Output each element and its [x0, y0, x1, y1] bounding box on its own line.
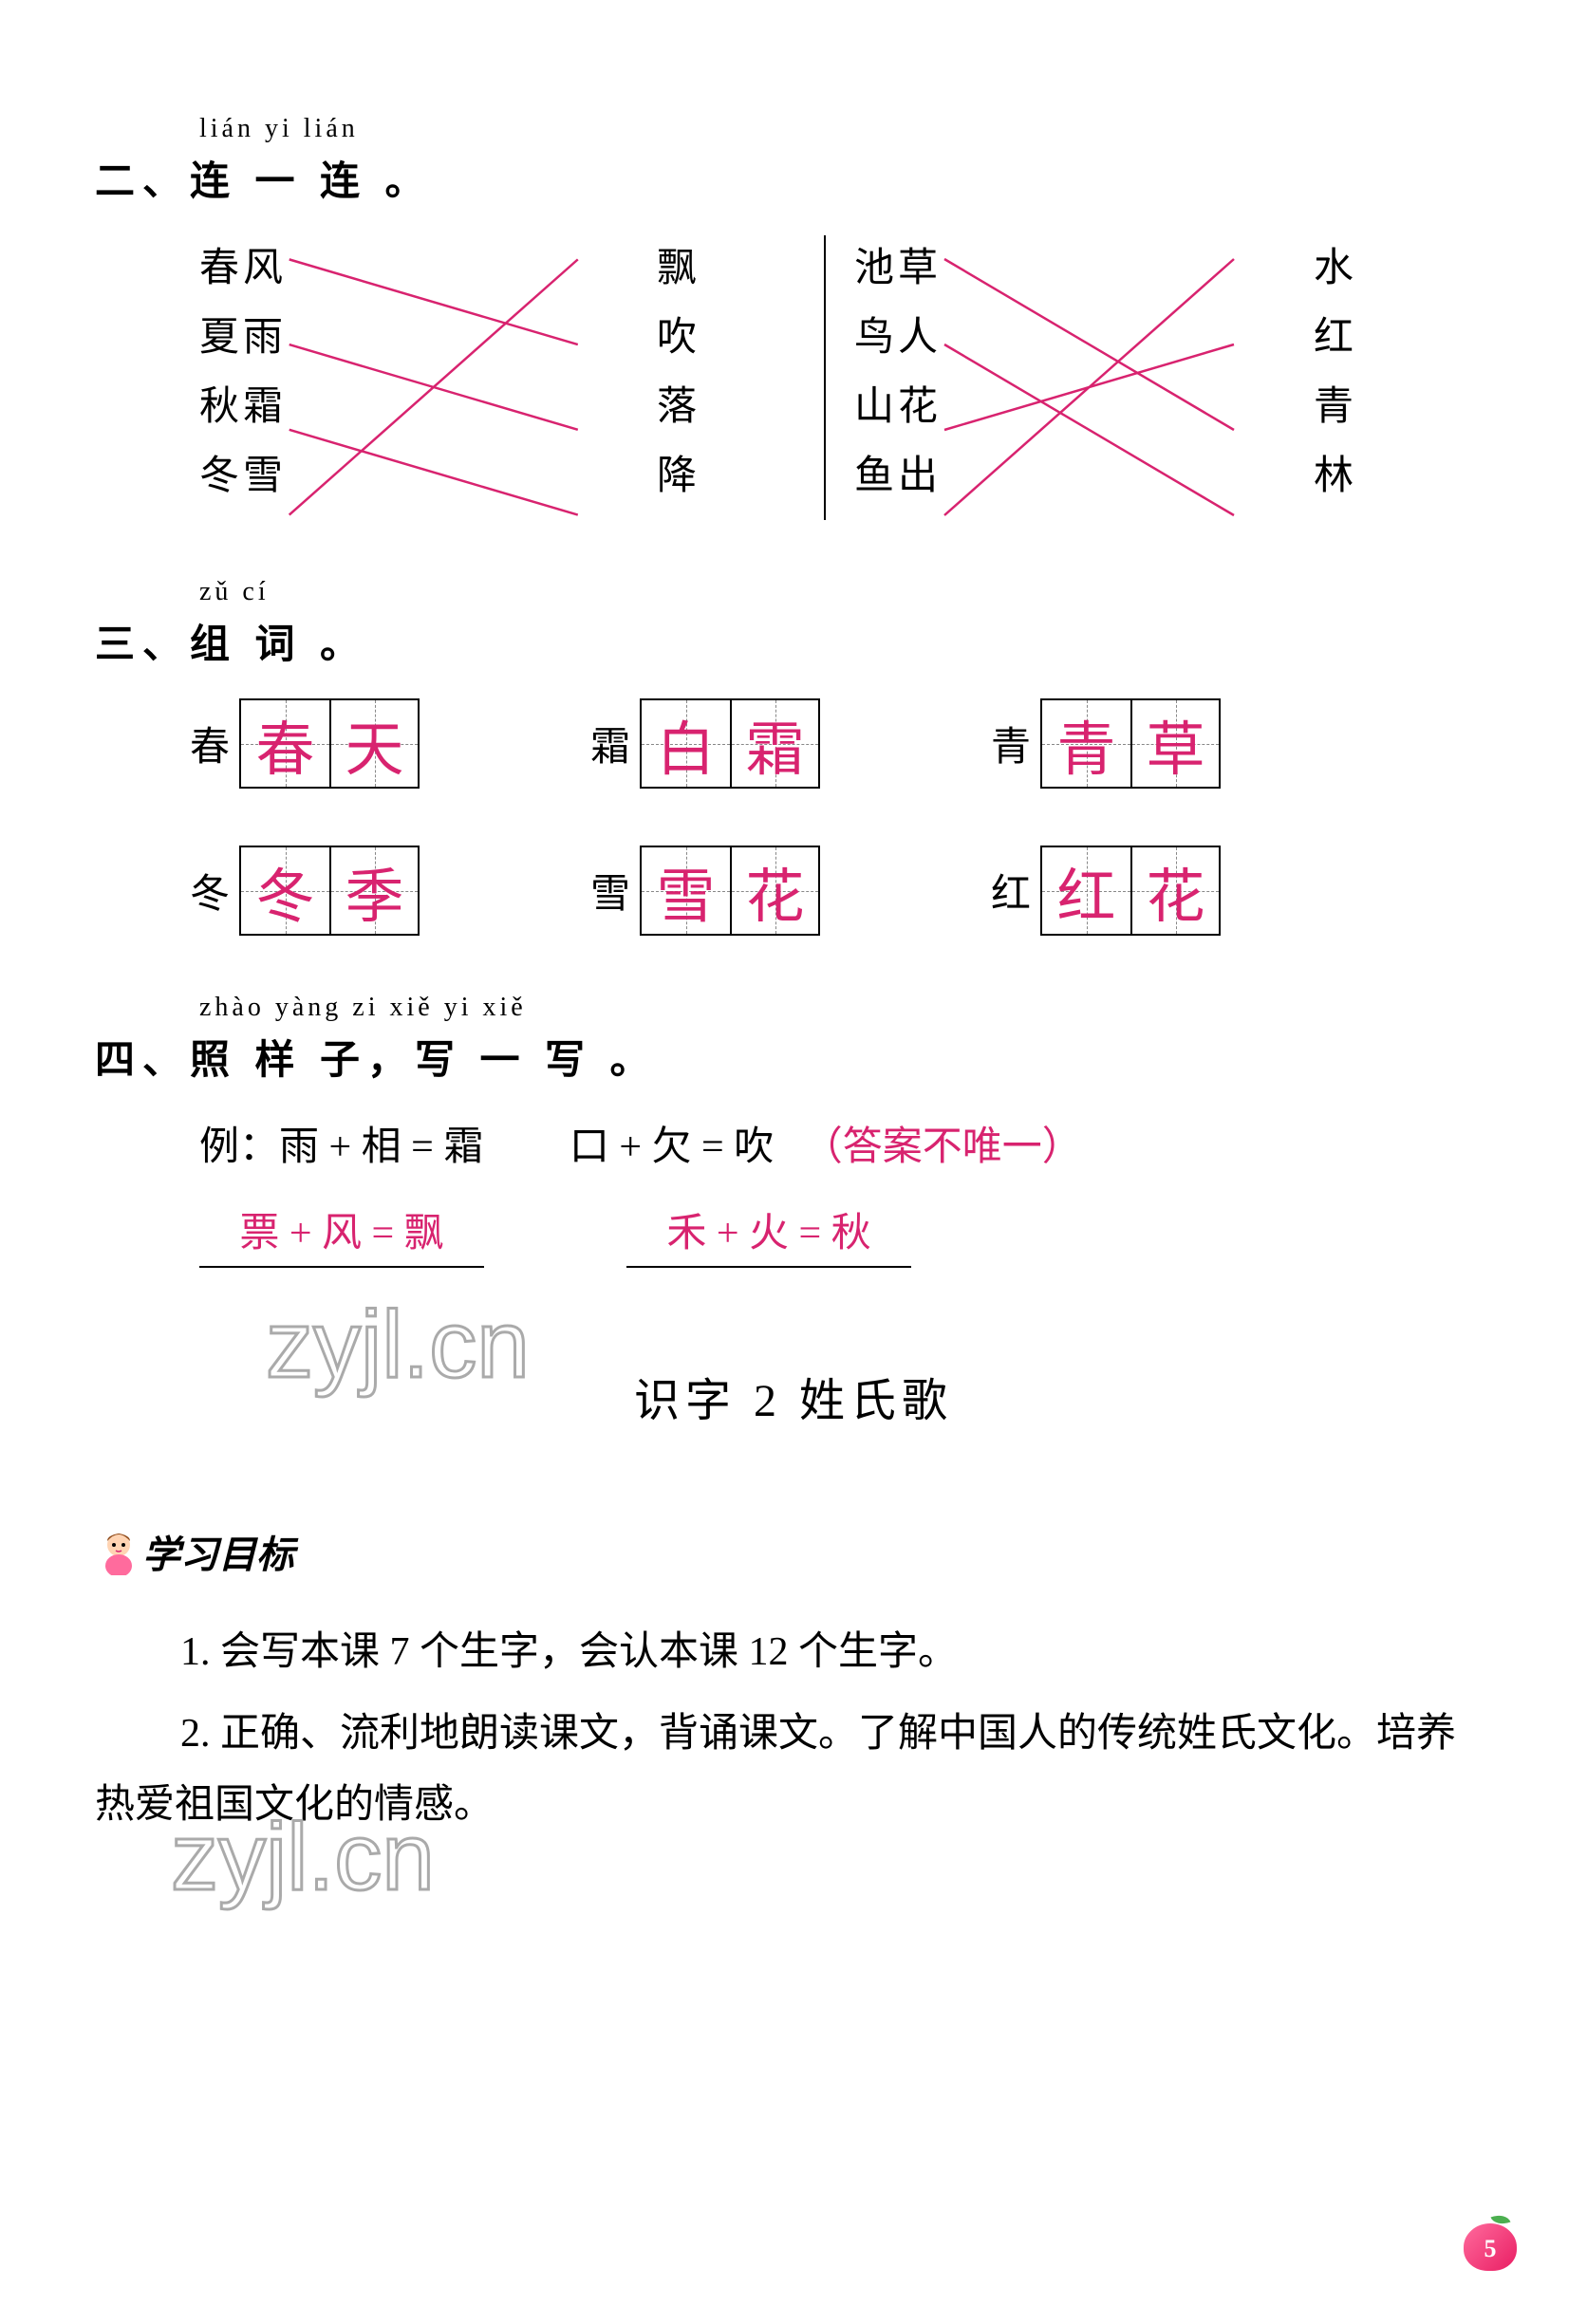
- tianzige-box: 草: [1130, 698, 1221, 789]
- zuci-label: 青: [991, 715, 1031, 772]
- tianzige-box: 春: [239, 698, 329, 789]
- section4-title: 四、照 样 子，写 一 写 。: [95, 1028, 1492, 1086]
- zuci-item: 春春天: [190, 698, 420, 789]
- matching-group-2: 池草 鸟人 山花 鱼出 水 红 青 林: [854, 235, 1481, 520]
- answer-note: （答案不唯一）: [803, 1125, 1082, 1169]
- tianzige-box: 冬: [239, 846, 329, 936]
- zuci-container: 春春天霜白霜青青草冬冬季雪雪花红红花: [190, 698, 1492, 936]
- tianzige-char: 冬: [256, 848, 315, 934]
- zuci-label: 雪: [590, 862, 630, 920]
- section-4: zhào yàng zi xiě yi xiě 四、照 样 子，写 一 写 。 …: [95, 993, 1492, 1268]
- goal-header: 学习目标: [95, 1524, 1492, 1579]
- answer-line: 票 + 风 = 飘 禾 + 火 = 秋: [199, 1200, 1492, 1268]
- goal-line2: 2. 正确、流利地朗读课文，背诵课文。了解中国人的传统姓氏文化。培养热爱祖国文化…: [95, 1699, 1492, 1842]
- tianzige-box: 青: [1040, 698, 1130, 789]
- page-number: 5: [1464, 2235, 1517, 2263]
- tianzige-char: 天: [345, 701, 404, 787]
- goal-title: 学习目标: [142, 1524, 294, 1579]
- answer-2: 禾 + 火 = 秋: [626, 1200, 911, 1268]
- zuci-label: 春: [190, 715, 230, 772]
- tianzige-char: 季: [345, 848, 404, 934]
- tianzige-char: 霜: [746, 701, 805, 787]
- answer-1: 票 + 风 = 飘: [199, 1200, 484, 1268]
- tianzige-char: 花: [746, 848, 805, 934]
- tianzige-pair: 雪花: [640, 846, 820, 936]
- section-3: zǔ cí 三、组 词 。 春春天霜白霜青青草冬冬季雪雪花红红花: [95, 577, 1492, 936]
- example-section: 例：雨 + 相 = 霜 口 + 欠 = 吹 （答案不唯一） 票 + 风 = 飘 …: [199, 1114, 1492, 1268]
- section-2: lián yi lián 二、连 一 连 。 春风 夏雨 秋霜 冬雪 飘 吹 落…: [95, 114, 1492, 520]
- tianzige-char: 花: [1147, 848, 1205, 934]
- tianzige-char: 青: [1057, 701, 1116, 787]
- tianzige-box: 雪: [640, 846, 730, 936]
- zuci-label: 霜: [590, 715, 630, 772]
- tianzige-pair: 春天: [239, 698, 420, 789]
- example-second: 口 + 欠 = 吹: [569, 1125, 774, 1169]
- zuci-row: 春春天霜白霜青青草: [190, 698, 1492, 789]
- example-row: 例：雨 + 相 = 霜 口 + 欠 = 吹 （答案不唯一）: [199, 1114, 1492, 1172]
- zuci-row: 冬冬季雪雪花红红花: [190, 846, 1492, 936]
- lesson-title: 识字 2 姓氏歌: [95, 1363, 1492, 1429]
- matching-group-1: 春风 夏雨 秋霜 冬雪 飘 吹 落 降: [199, 235, 826, 520]
- page-number-badge: 5: [1464, 2210, 1521, 2277]
- tianzige-box: 天: [329, 698, 420, 789]
- zuci-item: 雪雪花: [590, 846, 820, 936]
- tianzige-box: 花: [1130, 846, 1221, 936]
- zuci-item: 霜白霜: [590, 698, 820, 789]
- apple-icon: 5: [1464, 2210, 1521, 2267]
- zuci-item: 青青草: [991, 698, 1221, 789]
- zuci-item: 冬冬季: [190, 846, 420, 936]
- tianzige-pair: 白霜: [640, 698, 820, 789]
- matching-container: 春风 夏雨 秋霜 冬雪 飘 吹 落 降 池草 鸟人 山花 鱼出 水 红: [199, 235, 1492, 520]
- section4-pinyin: zhào yàng zi xiě yi xiě: [199, 993, 1492, 1023]
- tianzige-char: 春: [256, 701, 315, 787]
- section2-pinyin: lián yi lián: [199, 114, 1492, 144]
- tianzige-box: 白: [640, 698, 730, 789]
- tianzige-pair: 红花: [1040, 846, 1221, 936]
- tianzige-char: 草: [1147, 701, 1205, 787]
- girl-icon: [95, 1528, 142, 1575]
- section2-title: 二、连 一 连 。: [95, 149, 1492, 207]
- tianzige-char: 雪: [657, 848, 716, 934]
- goal-line1: 1. 会写本课 7 个生字，会认本课 12 个生字。: [95, 1617, 1492, 1689]
- section3-pinyin: zǔ cí: [199, 577, 1492, 607]
- group1-lines: [199, 235, 824, 520]
- example-prefix: 例：雨 + 相 = 霜: [199, 1125, 483, 1169]
- tianzige-box: 霜: [730, 698, 820, 789]
- tianzige-box: 季: [329, 846, 420, 936]
- group2-lines: [854, 235, 1481, 520]
- tianzige-char: 红: [1057, 848, 1116, 934]
- tianzige-pair: 冬季: [239, 846, 420, 936]
- zuci-label: 红: [991, 862, 1031, 920]
- tianzige-char: 白: [657, 701, 716, 787]
- zuci-label: 冬: [190, 862, 230, 920]
- section3-title: 三、组 词 。: [95, 612, 1492, 670]
- tianzige-pair: 青草: [1040, 698, 1221, 789]
- goal-section: 学习目标 1. 会写本课 7 个生字，会认本课 12 个生字。 2. 正确、流利…: [95, 1524, 1492, 1842]
- tianzige-box: 花: [730, 846, 820, 936]
- tianzige-box: 红: [1040, 846, 1130, 936]
- zuci-item: 红红花: [991, 846, 1221, 936]
